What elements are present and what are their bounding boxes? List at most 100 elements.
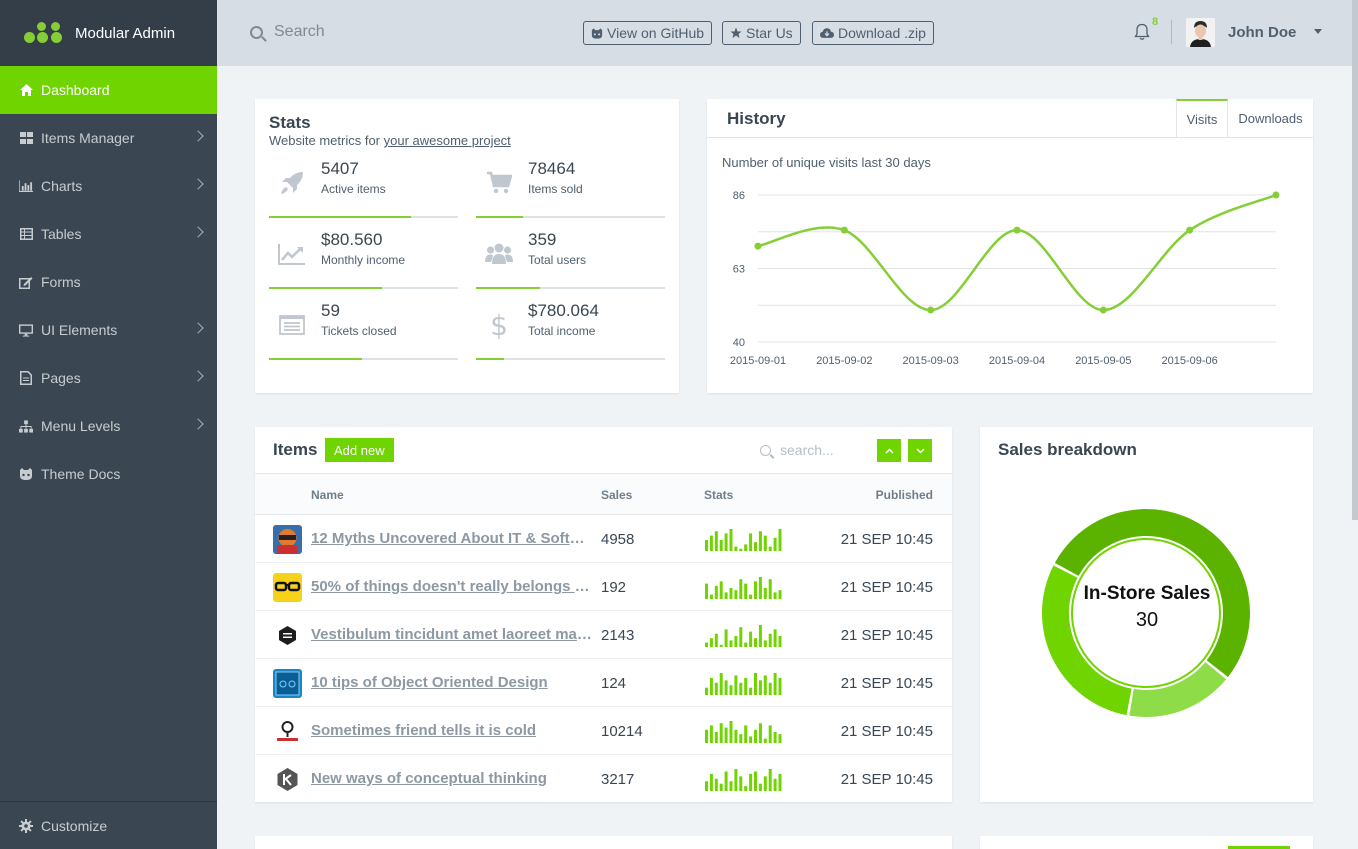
column-name[interactable]: Name <box>311 488 344 502</box>
download-zip-button[interactable]: Download .zip <box>812 21 934 45</box>
cart-icon <box>484 168 514 198</box>
data-point[interactable] <box>1013 226 1021 234</box>
sparkline-bar <box>744 544 748 551</box>
item-sales: 3217 <box>601 771 635 788</box>
item-name-link[interactable]: Vestibulum tincidunt amet laoreet mauris… <box>311 626 593 643</box>
table-row[interactable]: Sometimes friend tells it is cold 10214 … <box>255 707 952 755</box>
item-name-link[interactable]: Sometimes friend tells it is cold <box>311 722 537 739</box>
chevron-right-icon <box>192 226 204 238</box>
expand-down-button[interactable] <box>908 439 932 462</box>
data-point[interactable] <box>840 226 848 234</box>
table-row[interactable]: 50% of things doesn't really belongs to … <box>255 563 952 611</box>
x-tick-label: 2015-09-02 <box>816 355 872 367</box>
y-tick-label: 40 <box>733 337 745 349</box>
sidebar-item-pages[interactable]: Pages <box>0 354 217 402</box>
sidebar-item-ui-elements[interactable]: UI Elements <box>0 306 217 354</box>
caret-down-icon[interactable] <box>1314 29 1322 34</box>
sparkline-bar <box>734 729 738 743</box>
sidebar-item-tables[interactable]: Tables <box>0 210 217 258</box>
customize-button[interactable]: Customize <box>0 801 217 849</box>
tab-visits[interactable]: Visits <box>1176 99 1228 137</box>
sidebar-item-theme-docs[interactable]: Theme Docs <box>0 450 217 498</box>
top-header: Search View on GitHub Star Us Download .… <box>217 0 1358 66</box>
chevron-right-icon <box>192 322 204 334</box>
user-name[interactable]: John Doe <box>1228 24 1297 41</box>
sparkline-bar <box>729 640 733 647</box>
column-published[interactable]: Published <box>875 488 933 502</box>
donut-center-label: In-Store Sales <box>1083 583 1211 604</box>
sparkline-bar <box>763 738 767 743</box>
data-point[interactable] <box>927 306 935 314</box>
data-point[interactable] <box>1099 306 1107 314</box>
item-name-link[interactable]: 50% of things doesn't really belongs to … <box>311 578 593 595</box>
sidebar-item-dashboard[interactable]: Dashboard <box>0 66 217 114</box>
sparkline-bar <box>778 636 782 647</box>
data-point[interactable] <box>1272 191 1280 199</box>
desktop-icon <box>19 323 33 337</box>
sparkline-bar <box>719 723 723 743</box>
collapse-up-button[interactable] <box>877 439 901 462</box>
items-search-input[interactable]: search... <box>760 442 834 458</box>
bottom-card-button[interactable] <box>1228 846 1290 849</box>
tab-downloads[interactable]: Downloads <box>1238 110 1303 126</box>
sparkline-bar <box>749 594 753 599</box>
stat-label: Active items <box>321 182 386 196</box>
table-header: Name Sales Stats Published <box>255 473 952 515</box>
sidebar-item-forms[interactable]: Forms <box>0 258 217 306</box>
sparkline-bar <box>744 583 748 599</box>
sidebar-item-items-manager[interactable]: Items Manager <box>0 114 217 162</box>
item-name-link[interactable]: New ways of conceptual thinking <box>311 770 547 787</box>
column-stats[interactable]: Stats <box>704 488 734 502</box>
table-row[interactable]: 12 Myths Uncovered About IT & Software 4… <box>255 515 952 563</box>
brand[interactable]: Modular Admin <box>0 0 217 66</box>
table-row[interactable]: 10 tips of Object Oriented Design 124 21… <box>255 659 952 707</box>
table-row[interactable]: New ways of conceptual thinking 3217 21 … <box>255 755 952 803</box>
header-search[interactable]: Search <box>250 23 325 41</box>
view-on-github-button[interactable]: View on GitHub <box>583 21 713 45</box>
stat-label: Monthly income <box>321 253 406 267</box>
sparkline-bar <box>749 773 753 791</box>
avatar[interactable] <box>1186 18 1215 47</box>
table-icon <box>19 227 33 241</box>
stat-total-income: $ $780.064 Total income <box>476 298 665 360</box>
search-placeholder: Search <box>274 23 325 40</box>
sparkline-bar <box>744 642 748 647</box>
stat-value: 359 <box>528 230 557 249</box>
sparkline-bar <box>758 531 762 551</box>
column-sales[interactable]: Sales <box>601 488 633 502</box>
donut-slice[interactable] <box>1042 565 1132 716</box>
data-point[interactable] <box>754 242 762 250</box>
sidebar-item-charts[interactable]: Charts <box>0 162 217 210</box>
x-tick-label: 2015-09-06 <box>1162 355 1218 367</box>
sparkline-bar <box>719 783 723 791</box>
bar-chart-icon <box>19 179 33 193</box>
add-new-button[interactable]: Add new <box>325 438 394 462</box>
chevron-down-icon <box>915 447 925 454</box>
sparkline-bar <box>773 537 777 551</box>
star-us-button[interactable]: Star Us <box>722 21 801 45</box>
items-search-placeholder: search... <box>780 442 834 458</box>
data-point[interactable] <box>1186 226 1194 234</box>
sidebar-item-menu-levels[interactable]: Menu Levels <box>0 402 217 450</box>
sparkline-bar <box>719 644 723 647</box>
logo-icon <box>24 22 66 44</box>
chevron-up-icon <box>884 447 894 454</box>
sparkline-bar <box>778 590 782 599</box>
table-row[interactable]: Vestibulum tincidunt amet laoreet mauris… <box>255 611 952 659</box>
item-name-link[interactable]: 10 tips of Object Oriented Design <box>311 674 548 691</box>
project-link[interactable]: your awesome project <box>383 133 511 148</box>
sparkline-bar <box>754 581 757 599</box>
notifications-button[interactable]: 8 <box>1134 16 1158 41</box>
donut-slice[interactable] <box>1129 662 1227 717</box>
sparkline-bar <box>768 579 772 599</box>
page-scrollbar[interactable] <box>1352 0 1358 520</box>
series-line <box>757 193 1277 312</box>
item-name-link[interactable]: 12 Myths Uncovered About IT & Software <box>311 530 593 547</box>
customize-label: Customize <box>41 817 108 834</box>
line-chart-icon <box>277 239 307 269</box>
sparkline-bar <box>734 769 738 791</box>
donut-slice[interactable] <box>1054 509 1250 678</box>
item-sparkline <box>705 769 782 791</box>
sidebar-item-label: Dashboard <box>41 82 110 98</box>
stat-total-users: 359 Total users <box>476 227 665 289</box>
